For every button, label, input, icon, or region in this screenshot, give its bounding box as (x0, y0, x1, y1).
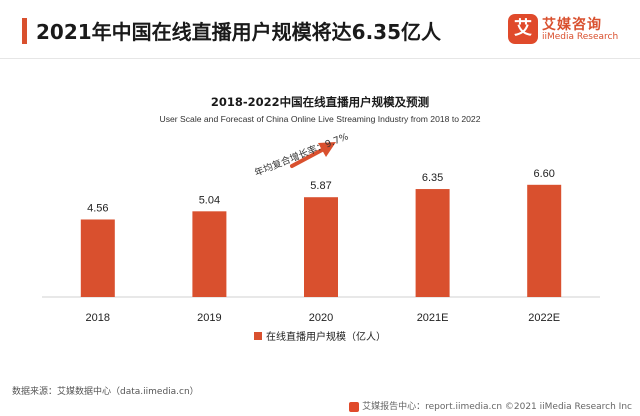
chart-subtitle: User Scale and Forecast of China Online … (159, 114, 481, 124)
value-label: 5.87 (310, 180, 331, 192)
data-source: 数据来源：艾媒数据中心（data.iimedia.cn） (12, 387, 199, 397)
value-label: 4.56 (87, 202, 108, 214)
page-title: 2021年中国在线直播用户规模将达6.35亿人 (36, 20, 442, 44)
legend-swatch (254, 331, 262, 340)
x-tick-label: 2020 (309, 312, 333, 324)
x-tick-label: 2022E (528, 312, 560, 324)
footer-logo-icon (349, 401, 360, 412)
bar-2022E (527, 184, 562, 297)
bar-2019 (192, 211, 227, 297)
footer-text: 艾媒报告中心：report.iimedia.cn ©2021 iiMedia R… (362, 402, 632, 412)
logo-mark: 艾 (508, 14, 538, 44)
x-tick-label: 2019 (197, 312, 221, 324)
value-label: 6.35 (422, 172, 443, 184)
iimedia-logo: 艾 艾媒咨询 iiMedia Research (508, 14, 626, 48)
header-divider (0, 58, 640, 59)
value-label: 6.60 (533, 168, 554, 180)
logo-name-en: iiMedia Research (542, 32, 619, 42)
x-tick-label: 2018 (86, 312, 110, 324)
value-label: 5.04 (199, 194, 220, 206)
growth-arrow-icon (290, 142, 336, 168)
bar-2021E (415, 189, 450, 297)
title-accent-bar (22, 18, 27, 44)
chart-title: 2018-2022中国在线直播用户规模及预测 (210, 95, 430, 109)
legend-label: 在线直播用户规模（亿人） (266, 332, 386, 343)
logo-name-cn: 艾媒咨询 (542, 17, 602, 33)
bar-2020 (304, 197, 338, 297)
x-tick-label: 2021E (417, 312, 449, 324)
chart-legend: 在线直播用户规模（亿人） (0, 328, 640, 343)
bar-2018 (80, 219, 115, 297)
header: 2021年中国在线直播用户规模将达6.35亿人 艾 艾媒咨询 iiMedia R… (0, 0, 640, 58)
footer: 艾媒报告中心：report.iimedia.cn ©2021 iiMedia R… (349, 399, 632, 412)
